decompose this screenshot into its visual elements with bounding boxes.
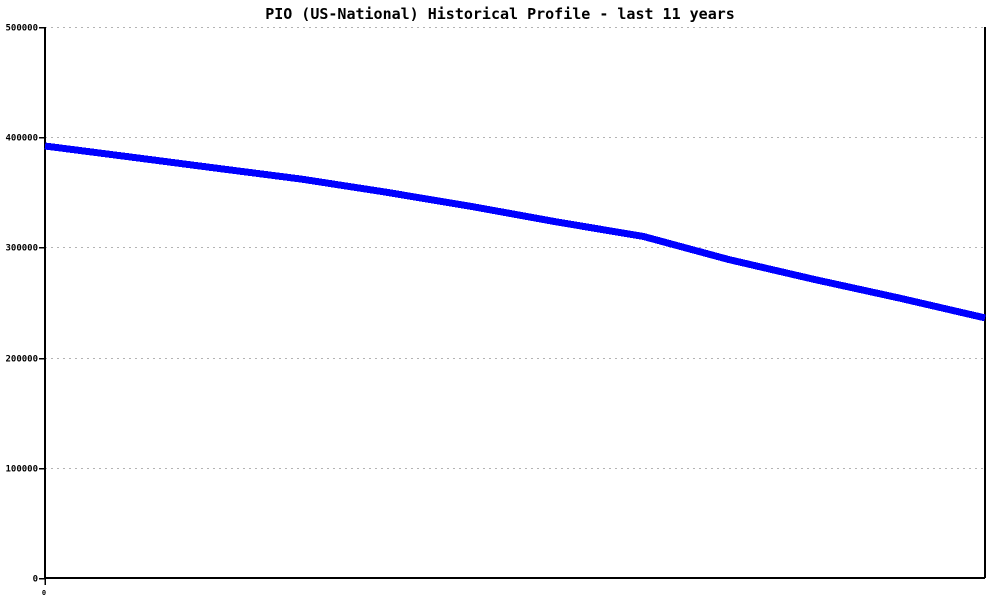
chart-title: PIO (US-National) Historical Profile - l…: [265, 5, 735, 23]
data-line-series: [44, 142, 986, 322]
y-tick-label: 400000: [5, 134, 38, 144]
y-tick-label: 300000: [5, 244, 38, 254]
y-tick-label: 0: [33, 575, 38, 585]
y-tick-label: 200000: [5, 355, 38, 365]
x-tick-label: 0: [42, 589, 46, 597]
y-tick-label: 500000: [5, 24, 38, 34]
y-tick-label: 100000: [5, 465, 38, 475]
